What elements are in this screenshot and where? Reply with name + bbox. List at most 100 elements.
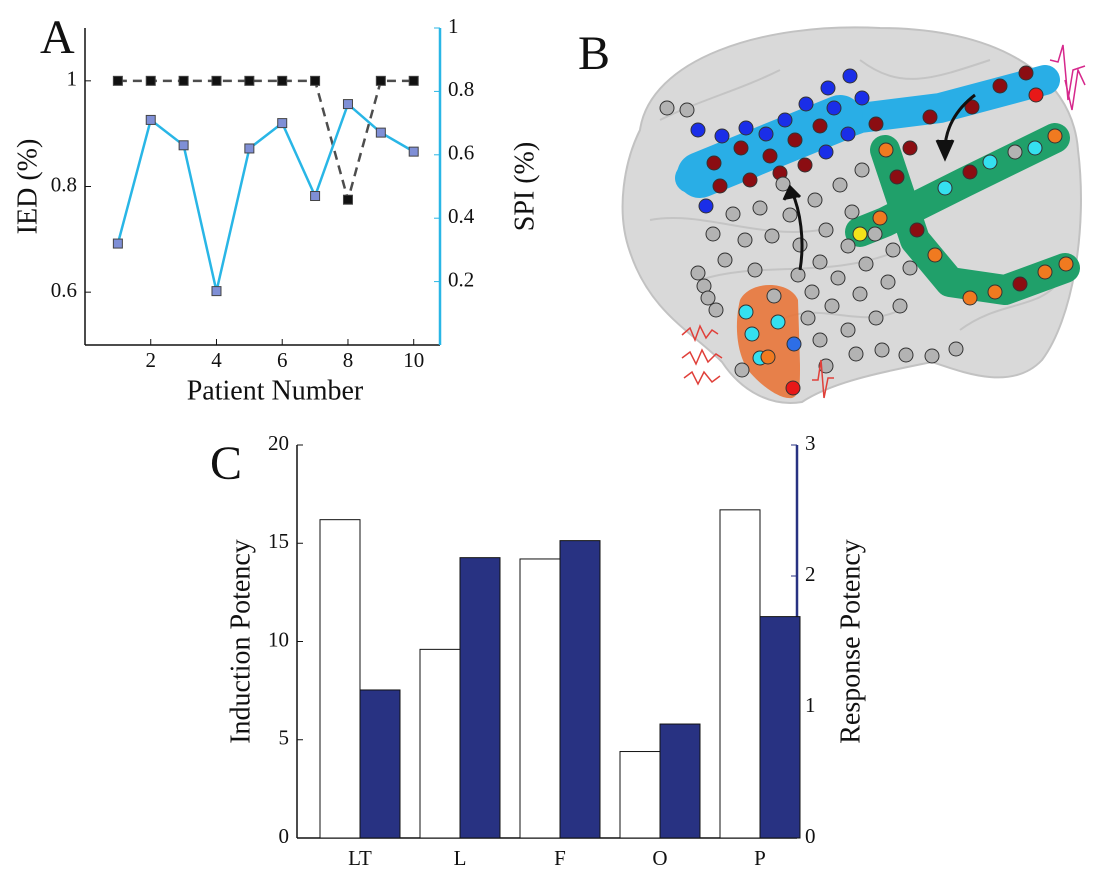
marker [244,143,255,154]
bar [519,558,561,839]
electrode [804,284,820,300]
y-tick-label: 20 [268,431,289,455]
electrode [992,78,1008,94]
electrode [909,222,925,238]
y-tick-label: 0 [279,824,290,848]
electrode [742,172,758,188]
electrodes [659,65,1074,396]
x-tick-label: 8 [343,348,354,372]
electrode [770,314,786,330]
bar [719,509,761,839]
electrode [902,260,918,276]
x-tick-label: L [454,846,467,870]
series-line [117,79,414,205]
electrode [889,169,905,185]
series-line [116,101,415,292]
electrode [760,349,776,365]
bar [619,751,661,839]
y-axis-label: IED (%) [12,139,43,235]
electrode [868,116,884,132]
electrode [962,290,978,306]
marker [310,75,321,86]
y-axis-label: Induction Potency [225,539,256,744]
electrode [922,109,938,125]
electrode [842,68,858,84]
electrode [1012,276,1028,292]
electrode [1007,144,1023,160]
electrode [818,222,834,238]
electrode [812,118,828,134]
electrode [690,265,706,281]
electrode [840,238,856,254]
marker [408,75,419,86]
electrode [785,380,801,396]
electrode [892,298,908,314]
electrode [790,267,806,283]
electrode [898,347,914,363]
x-tick-label: F [554,846,566,870]
electrode [786,336,802,352]
electrode [964,99,980,115]
electrode [858,256,874,272]
electrode [752,200,768,216]
bar [759,616,801,839]
marker [145,114,156,125]
marker [178,75,189,86]
electrode [777,112,793,128]
y2-tick-label: 1 [805,693,816,717]
electrode [725,206,741,222]
electrode [812,254,828,270]
electrode [987,284,1003,300]
electrode [820,80,836,96]
electrode [832,177,848,193]
electrode [737,232,753,248]
marker [408,146,419,157]
electrode [854,90,870,106]
electrode [762,148,778,164]
arrows [782,93,976,271]
marker [375,75,386,86]
electrode [982,154,998,170]
electrode [868,310,884,326]
marker [112,75,123,86]
electrode [812,332,828,348]
marker [211,75,222,86]
electrode [792,237,808,253]
electrode [852,226,868,242]
x-axis-label: Patient Number [187,375,364,406]
brain-illustration [621,26,1086,404]
electrode [807,192,823,208]
electrode [840,322,856,338]
bar [419,648,461,839]
electrode [798,96,814,112]
electrode [659,100,675,116]
electrode [885,242,901,258]
electrode [818,144,834,160]
electrode [872,210,888,226]
y-tick-label: 1 [67,67,78,91]
electrode [738,304,754,320]
marker [112,238,123,249]
x-tick-label: LT [348,846,372,870]
electrode [927,247,943,263]
bar [459,557,501,839]
marker [244,75,255,86]
electrode [830,270,846,286]
x-tick-label: 10 [403,348,424,372]
x-tick-label: 2 [145,348,156,372]
electrode [679,102,695,118]
electrode [747,262,763,278]
electrode [844,204,860,220]
marker [145,75,156,86]
bar [559,540,601,839]
y2-tick-label: 3 [805,431,816,455]
electrode [775,176,791,192]
bar [359,689,401,839]
electrode [840,126,856,142]
electrode [782,207,798,223]
electrode [962,164,978,180]
y2-axis-label: SPI (%) [509,142,540,231]
y2-tick-label: 1 [448,14,459,38]
electrode [848,346,864,362]
